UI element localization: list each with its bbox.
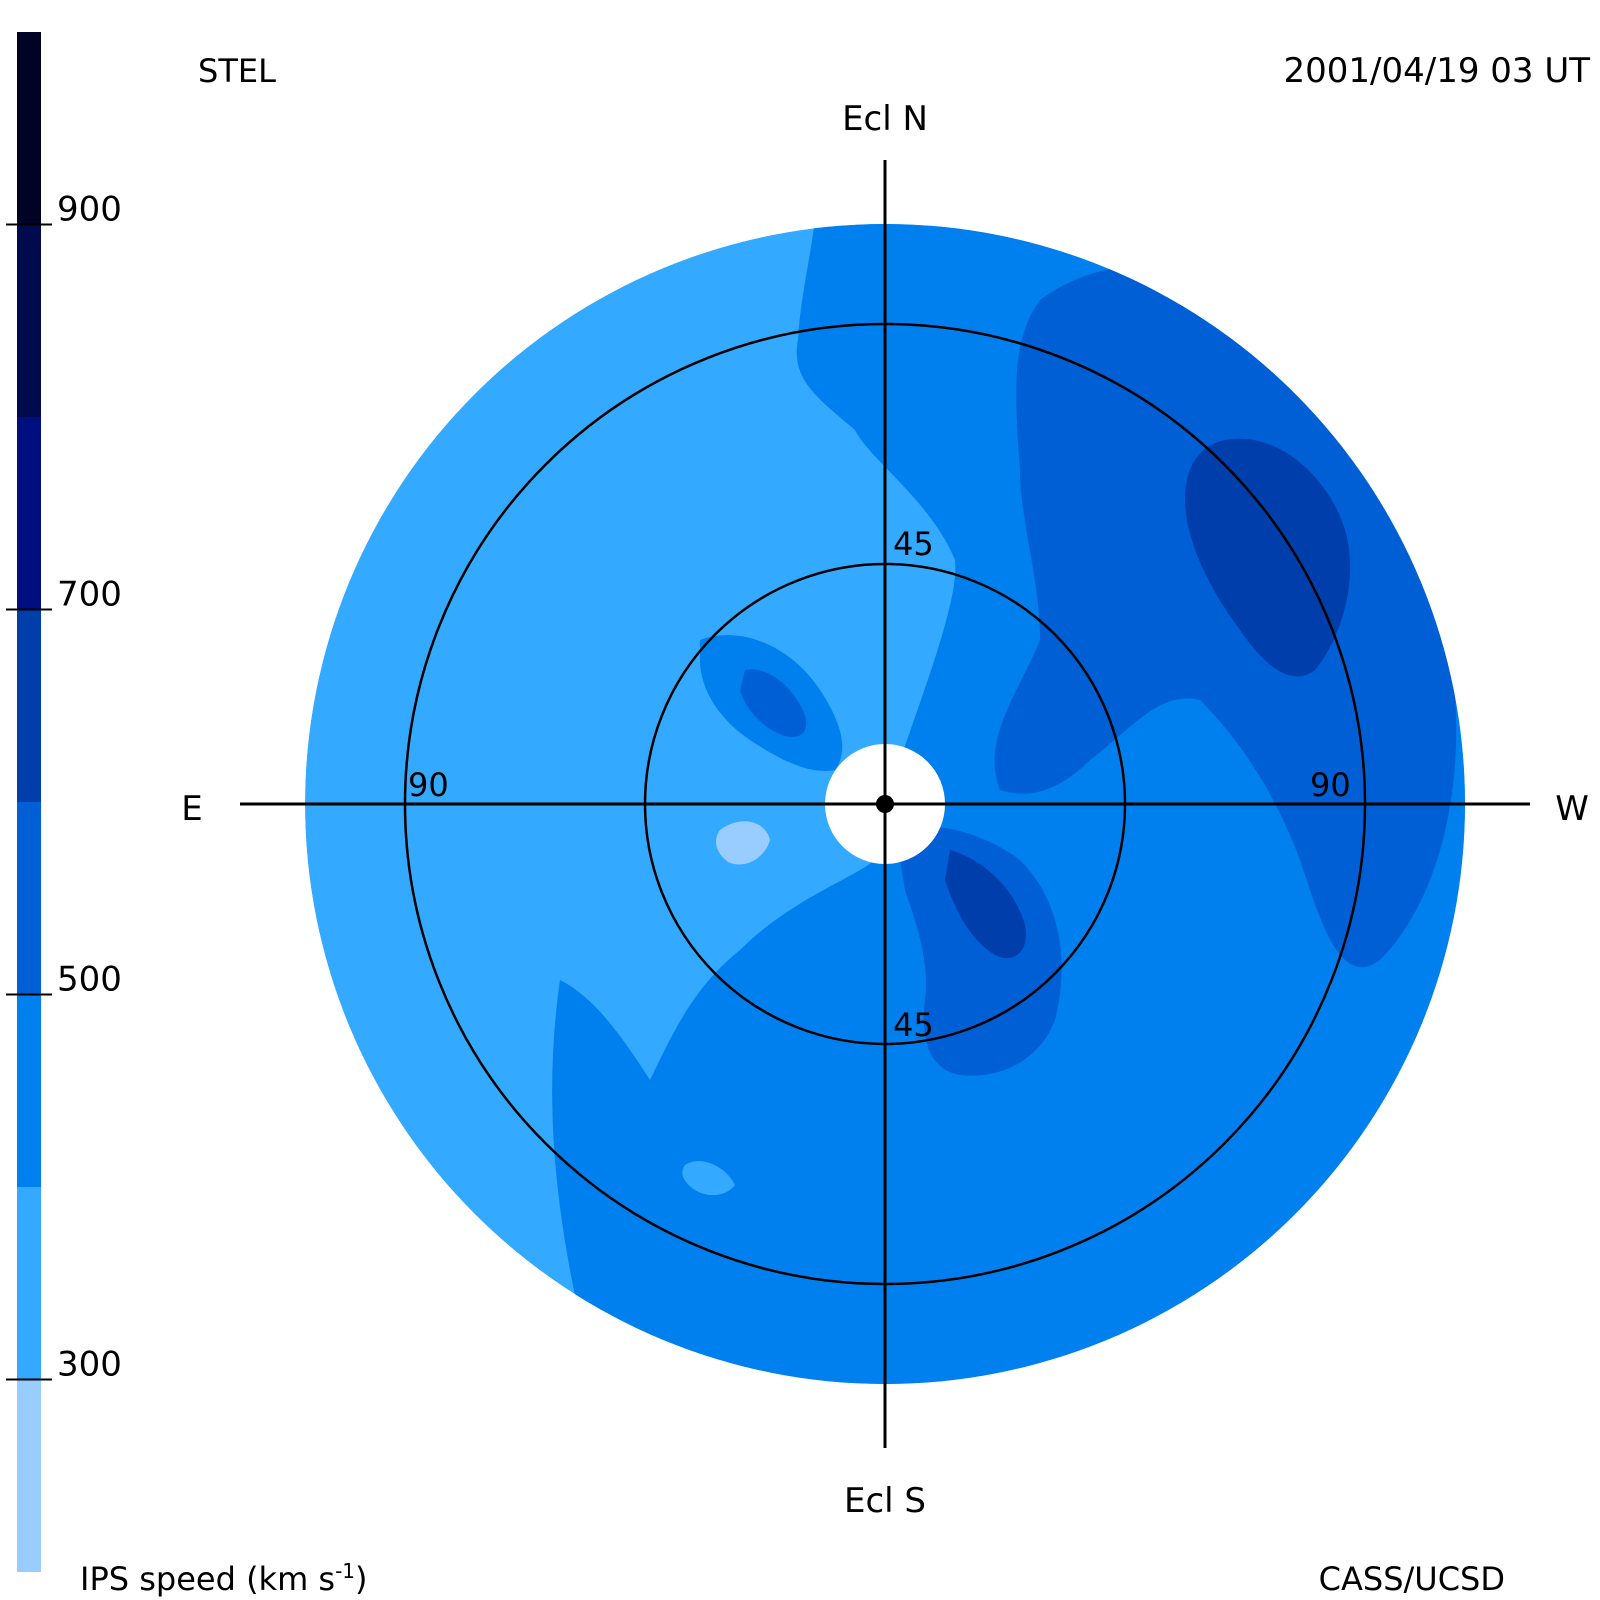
timestamp-label: 2001/04/19 03 UT <box>1284 51 1591 91</box>
colorbar: 300 500 700 900 <box>6 32 122 1572</box>
colorbar-tick-label-300: 300 <box>57 1345 122 1385</box>
colorbar-tick-label-700: 700 <box>57 575 122 615</box>
compass-east: E <box>181 789 202 829</box>
colorbar-tick-label-500: 500 <box>57 960 122 1000</box>
colorbar-bin-900 <box>17 32 41 225</box>
compass-ecliptic-south: Ecl S <box>844 1481 926 1521</box>
ring-label-90-west: 90 <box>1310 766 1351 804</box>
colorbar-bin-400 <box>17 994 41 1187</box>
ring-label-45-north: 45 <box>893 525 934 563</box>
region-inner-northeast-core <box>740 669 807 738</box>
colorbar-bin-300 <box>17 1187 41 1380</box>
region-low-speed-patch-2 <box>682 1161 735 1196</box>
colorbar-bin-500 <box>17 802 41 995</box>
colorbar-tick-label-900: 900 <box>57 190 122 230</box>
colorbar-bin-600 <box>17 609 41 802</box>
region-inner-southwest-core <box>945 850 1026 959</box>
ring-label-45-south: 45 <box>893 1006 934 1044</box>
colorbar-bin-200 <box>17 1379 41 1572</box>
colorbar-bin-700 <box>17 417 41 610</box>
ring-label-90-east: 90 <box>408 766 449 804</box>
colorbar-bin-800 <box>17 224 41 417</box>
observatory-label: STEL <box>198 52 276 90</box>
credit-label: CASS/UCSD <box>1319 1560 1505 1598</box>
compass-ecliptic-north: Ecl N <box>842 99 928 139</box>
region-northwest-core <box>1185 438 1351 677</box>
region-inner-southwest-lobe <box>895 826 1062 1076</box>
colorbar-title: IPS speed (km s-1) <box>80 1559 368 1598</box>
compass-west: W <box>1555 789 1589 829</box>
region-low-speed-patch-1 <box>716 821 770 865</box>
